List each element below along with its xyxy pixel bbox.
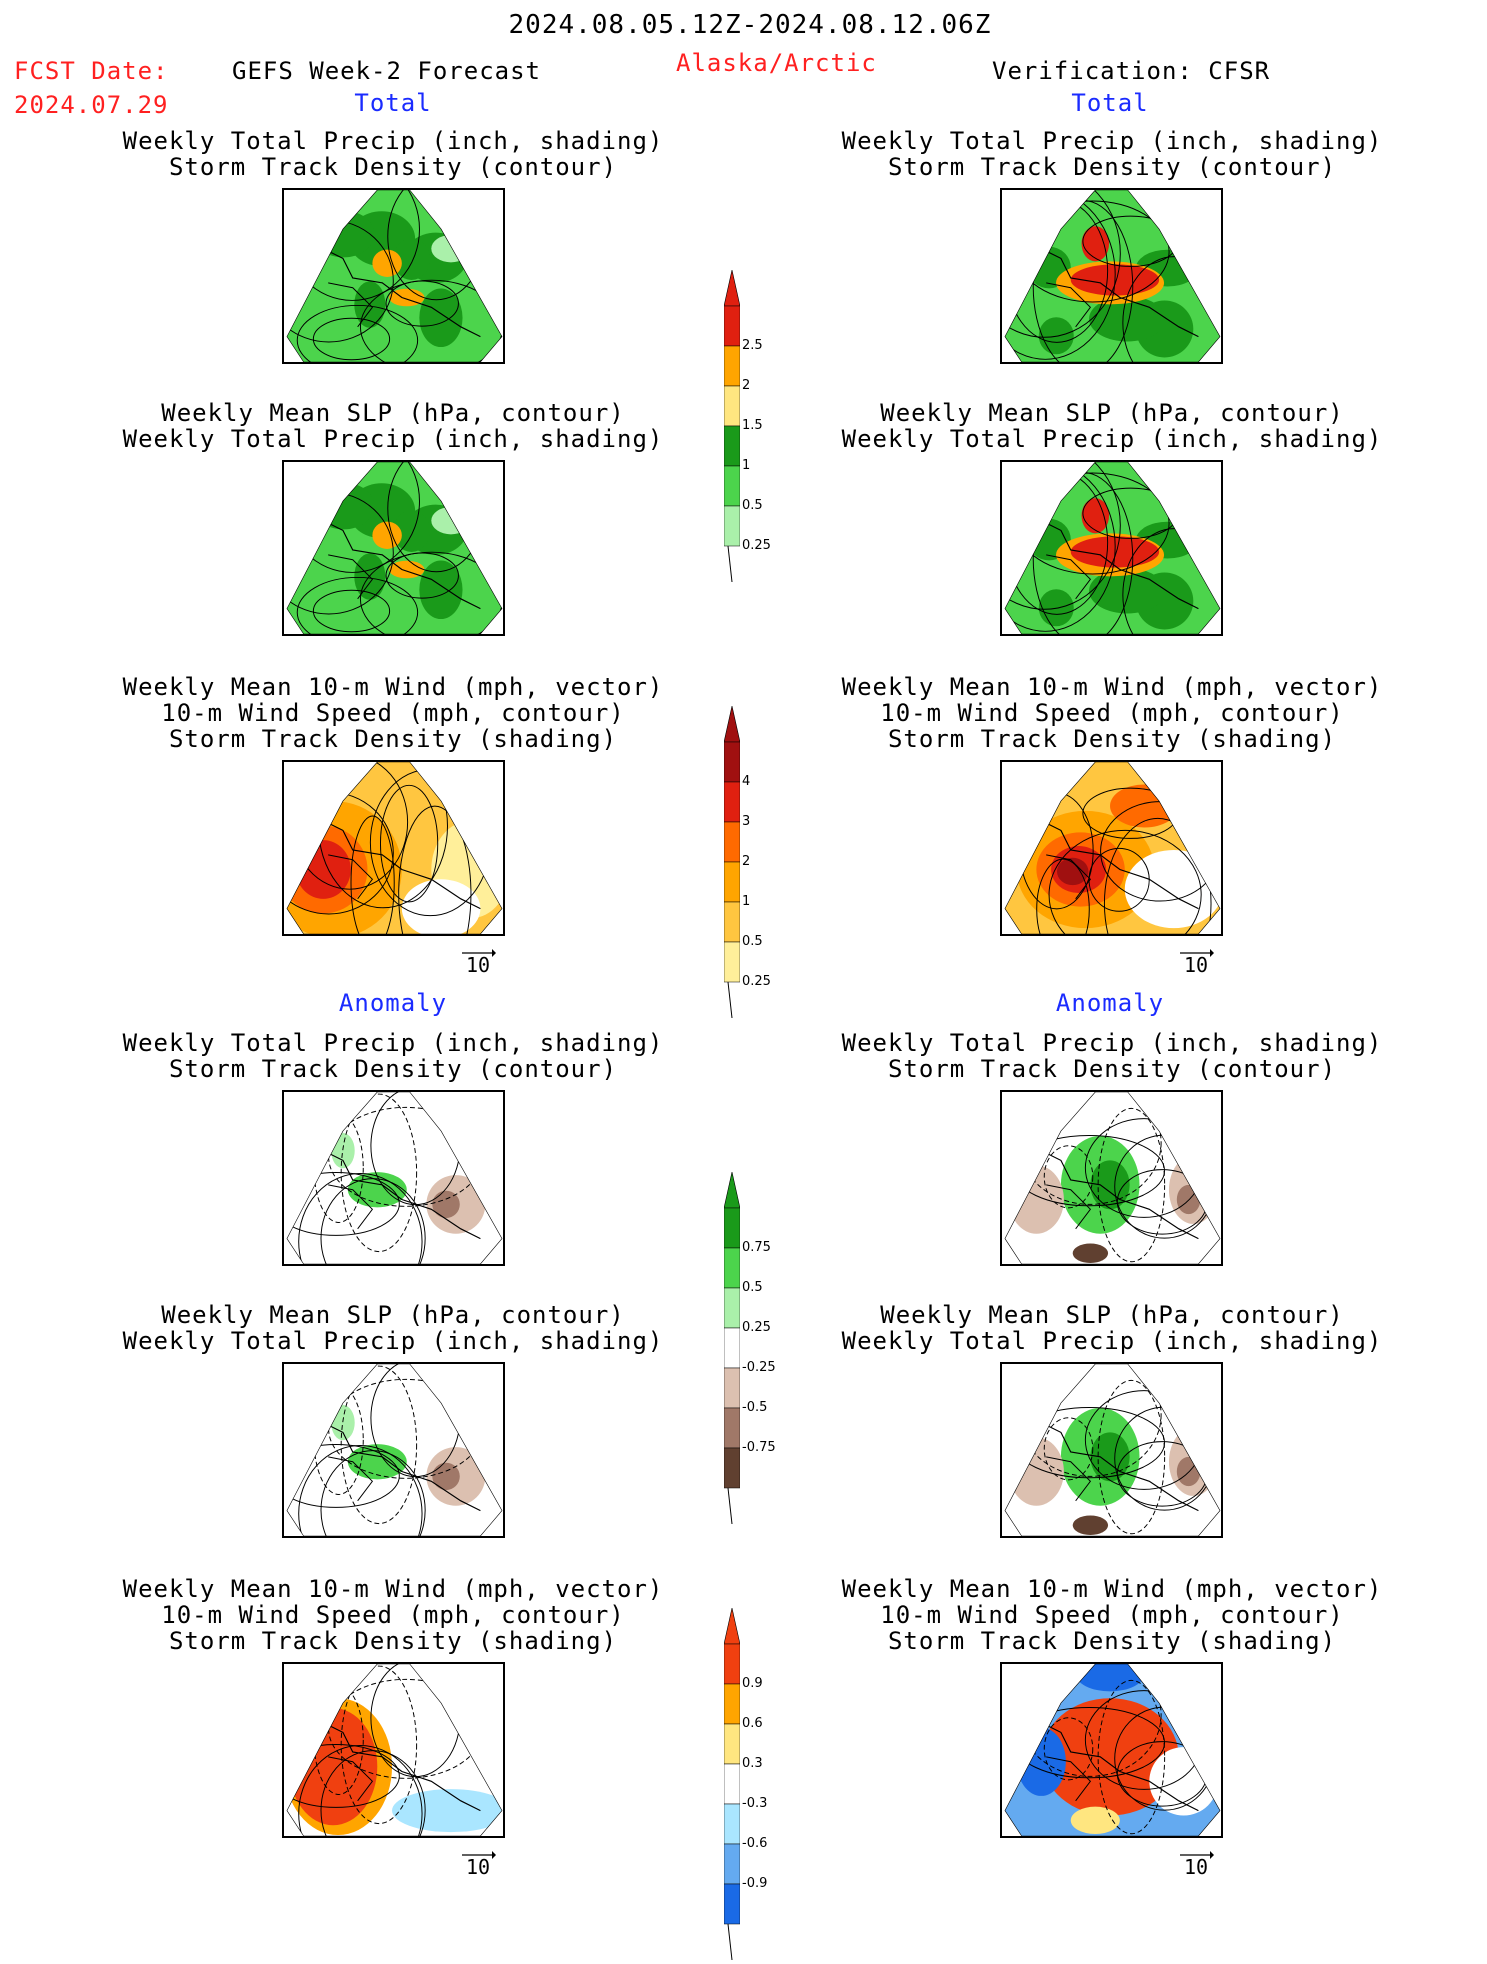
colorbar-tick-label: 0.5 (742, 1280, 763, 1295)
colorbar-tick-label: 0.25 (742, 1320, 771, 1335)
vector-reference-label: 10 (1184, 953, 1209, 977)
panel-title-line: 10-m Wind Speed (mph, contour) (880, 1601, 1344, 1629)
vector-reference-arrow-icon (462, 1845, 496, 1864)
colorbar-tick-label: -0.9 (742, 1876, 768, 1891)
verification-label: Verification: CFSR (992, 57, 1271, 85)
map-panel-wtot-right (1000, 760, 1223, 936)
panel-title-line: Weekly Mean 10-m Wind (mph, vector) (122, 673, 664, 701)
panel-title-line: Weekly Total Precip (inch, shading) (841, 127, 1383, 155)
map-panel-wanom-right (1000, 1662, 1223, 1838)
panel-title-line: Storm Track Density (shading) (887, 1627, 1337, 1655)
vector-reference-label: 10 (466, 1855, 491, 1879)
map-panel-ptot-right (1000, 188, 1223, 364)
panel-title-line: Weekly Total Precip (inch, shading) (122, 1327, 664, 1355)
fcst-date-value: 2024.07.29 (14, 91, 169, 119)
panel-title-line: Weekly Mean 10-m Wind (mph, vector) (841, 673, 1383, 701)
vector-reference-label: 10 (1184, 1855, 1209, 1879)
colorbar-tick-label: 0.5 (742, 498, 763, 513)
panel-title-line: Weekly Total Precip (inch, shading) (122, 1029, 664, 1057)
fcst-date-label: FCST Date: (14, 57, 169, 85)
panel-title-line: Storm Track Density (shading) (168, 1627, 618, 1655)
colorbar-tick-label: 0.9 (742, 1676, 763, 1691)
panel-title-line: Storm Track Density (shading) (168, 725, 618, 753)
colorbar-tick-label: -0.3 (742, 1796, 768, 1811)
colorbar-tick-label: 4 (742, 774, 751, 789)
map-panel-wtot-left (282, 760, 505, 936)
colorbar-tick-label: 0.25 (742, 538, 771, 553)
vector-reference-arrow-icon (462, 943, 496, 962)
panel-title-line: Storm Track Density (contour) (168, 153, 618, 181)
colorbar-tick-label: 1 (742, 894, 751, 909)
colorbar-tick-label: 0.25 (742, 974, 771, 989)
map-panel-sanom-left (282, 1362, 505, 1538)
colorbar-tick-label: 0.75 (742, 1240, 771, 1255)
panel-title-line: Weekly Total Precip (inch, shading) (841, 425, 1383, 453)
colorbar-tick-label: 1.5 (742, 418, 763, 433)
map-panel-wanom-left (282, 1662, 505, 1838)
colorbar-tick-label: 2.5 (742, 338, 763, 353)
panel-title-line: Weekly Mean SLP (hPa, contour) (880, 399, 1344, 427)
vector-reference-arrow-icon (1180, 943, 1214, 962)
panel-title-line: Weekly Mean SLP (hPa, contour) (161, 399, 625, 427)
panel-title-line: 10-m Wind Speed (mph, contour) (161, 699, 625, 727)
colorbar-tick-label: -0.75 (742, 1440, 776, 1455)
map-panel-panom-left (282, 1090, 505, 1266)
colorbar-tick-label: 3 (742, 814, 751, 829)
colorbar-tick-label: -0.6 (742, 1836, 768, 1851)
section-anomaly-left: Anomaly (338, 989, 448, 1017)
date-range-title: 2024.08.05.12Z-2024.08.12.06Z (508, 10, 992, 40)
colorbar-tick-label: 2 (742, 854, 751, 869)
panel-title-line: Weekly Total Precip (inch, shading) (841, 1327, 1383, 1355)
panel-title-line: Weekly Total Precip (inch, shading) (841, 1029, 1383, 1057)
section-total-left: Total (354, 89, 432, 117)
panel-title-line: 10-m Wind Speed (mph, contour) (880, 699, 1344, 727)
panel-title-line: 10-m Wind Speed (mph, contour) (161, 1601, 625, 1629)
map-panel-stot-right (1000, 460, 1223, 636)
panel-title-line: Storm Track Density (shading) (887, 725, 1337, 753)
vector-reference-label: 10 (466, 953, 491, 977)
panel-title-line: Weekly Mean SLP (hPa, contour) (880, 1301, 1344, 1329)
panel-title-line: Weekly Mean SLP (hPa, contour) (161, 1301, 625, 1329)
region-label: Alaska/Arctic (676, 49, 877, 77)
colorbar-precip-total (724, 270, 740, 586)
panel-title-line: Weekly Mean 10-m Wind (mph, vector) (122, 1575, 664, 1603)
map-panel-panom-right (1000, 1090, 1223, 1266)
model-label: GEFS Week-2 Forecast (232, 57, 541, 85)
colorbar-track-anomaly (724, 1608, 740, 1964)
colorbar-precip-anomaly (724, 1172, 740, 1528)
panel-title-line: Storm Track Density (contour) (887, 153, 1337, 181)
panel-title-line: Weekly Mean 10-m Wind (mph, vector) (841, 1575, 1383, 1603)
panel-title-line: Weekly Total Precip (inch, shading) (122, 127, 664, 155)
map-panel-stot-left (282, 460, 505, 636)
colorbar-tick-label: 0.5 (742, 934, 763, 949)
map-panel-sanom-right (1000, 1362, 1223, 1538)
map-panel-ptot-left (282, 188, 505, 364)
colorbar-tick-label: -0.5 (742, 1400, 768, 1415)
colorbar-track-total (724, 706, 740, 1022)
panel-title-line: Storm Track Density (contour) (168, 1055, 618, 1083)
colorbar-tick-label: 1 (742, 458, 751, 473)
colorbar-tick-label: 0.6 (742, 1716, 763, 1731)
colorbar-tick-label: -0.25 (742, 1360, 776, 1375)
panel-title-line: Storm Track Density (contour) (887, 1055, 1337, 1083)
vector-reference-arrow-icon (1180, 1845, 1214, 1864)
section-anomaly-right: Anomaly (1055, 989, 1165, 1017)
section-total-right: Total (1071, 89, 1149, 117)
panel-title-line: Weekly Total Precip (inch, shading) (122, 425, 664, 453)
colorbar-tick-label: 0.3 (742, 1756, 763, 1771)
colorbar-tick-label: 2 (742, 378, 751, 393)
